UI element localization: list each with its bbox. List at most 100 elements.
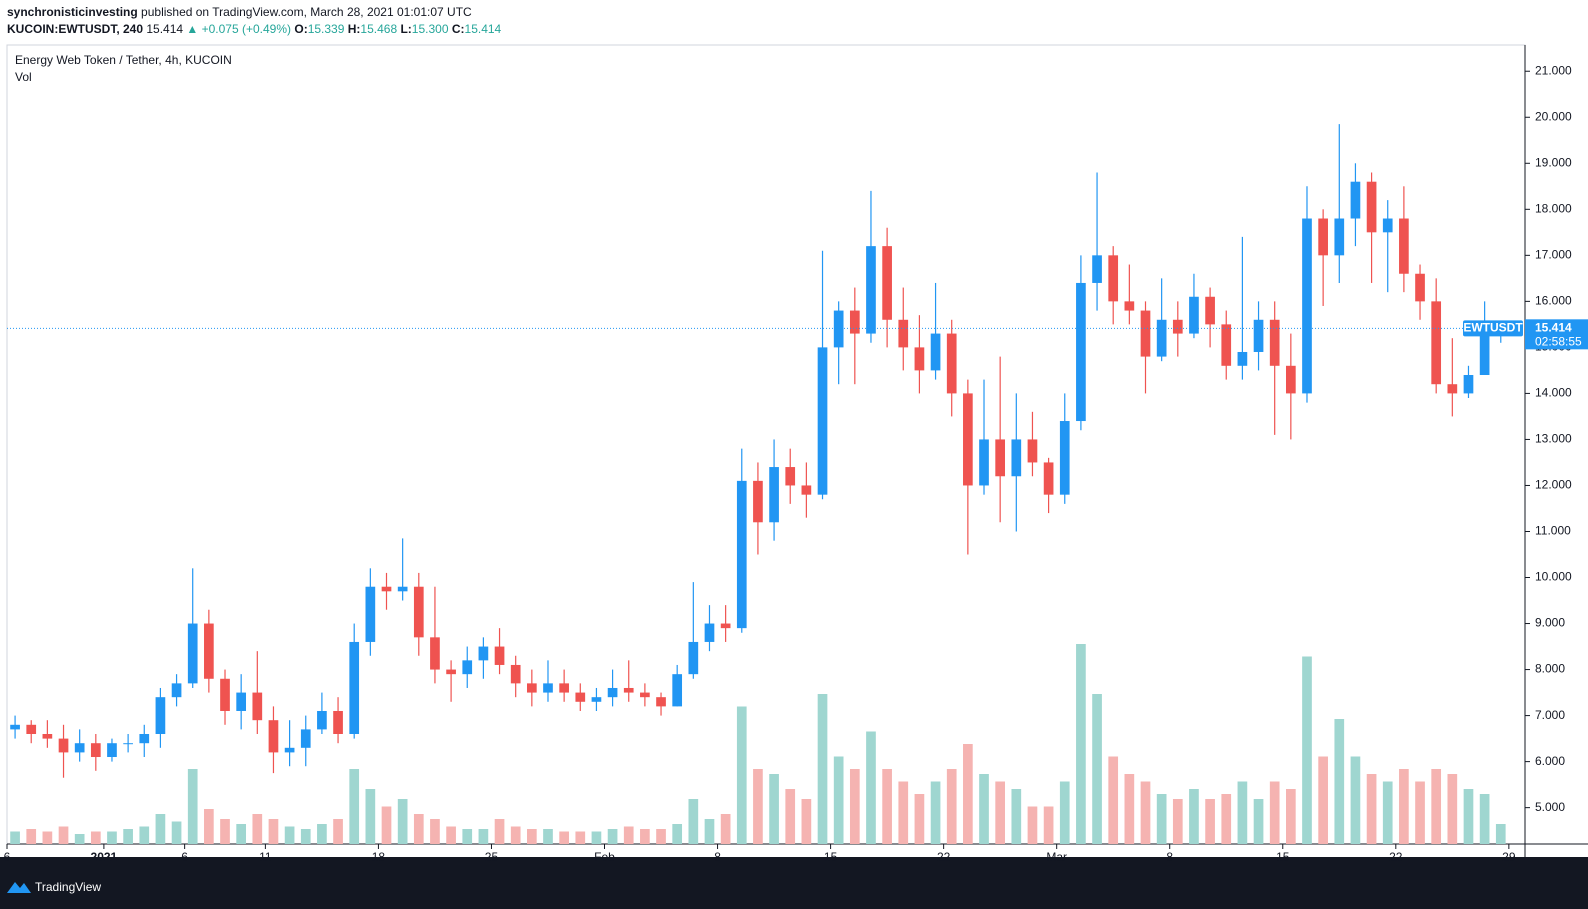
candle-body	[849, 310, 860, 334]
header-line: synchronisticinvesting published on Trad…	[7, 5, 472, 19]
volume-bar	[381, 806, 392, 844]
candle-body	[90, 743, 101, 758]
volume-bar	[74, 834, 85, 844]
candle-body	[1318, 218, 1328, 256]
candle-body	[1205, 296, 1215, 325]
volume-bar	[268, 819, 279, 844]
volume-bar	[1108, 756, 1119, 844]
volume-bar	[252, 814, 263, 844]
candle-body	[607, 687, 618, 698]
y-tick-label: 16.000	[1535, 294, 1572, 308]
ohlc-label: C:	[452, 22, 465, 36]
volume-bar	[10, 831, 20, 844]
volume-pane	[10, 644, 1506, 844]
volume-bar	[1140, 781, 1151, 844]
volume-bar	[543, 829, 553, 844]
x-tick-label: 2021	[91, 850, 118, 864]
ohlc-value: 15.468	[360, 22, 397, 36]
x-tick-label: 15	[1276, 850, 1290, 864]
candle-body	[1043, 462, 1054, 495]
candle-body	[430, 637, 440, 670]
volume-bar	[236, 824, 247, 844]
volume-bar	[478, 829, 489, 844]
volume-bar	[1043, 806, 1054, 844]
volume-bar	[1253, 799, 1264, 844]
volume-bar	[349, 769, 360, 844]
candle-body	[688, 641, 699, 675]
volume-bar	[607, 829, 618, 844]
ohlc-value: 15.300	[412, 22, 449, 36]
candle-body	[107, 743, 117, 758]
candle-body	[268, 720, 279, 753]
volume-bar	[833, 756, 844, 844]
y-tick-label: 13.000	[1535, 432, 1572, 446]
volume-bar	[333, 819, 343, 844]
candle-body	[300, 729, 311, 748]
candle-body	[1269, 319, 1280, 366]
volume-bar	[656, 829, 666, 844]
volume-bar	[1431, 769, 1442, 844]
volume-bar	[1285, 789, 1296, 844]
candle-body	[769, 467, 779, 523]
volume-bar	[413, 814, 424, 844]
volume-bar	[430, 819, 440, 844]
candle-body	[139, 733, 150, 744]
candle-body	[220, 678, 230, 711]
candle-body	[1302, 218, 1312, 394]
candle-body	[1140, 310, 1151, 357]
candle-body	[591, 697, 602, 702]
candle-body	[462, 660, 473, 675]
volume-bar	[1156, 794, 1167, 844]
candle-body	[1156, 319, 1167, 357]
x-tick-label: 22	[1389, 850, 1403, 864]
candle-body	[1415, 273, 1425, 302]
x-tick-label: 6	[4, 850, 11, 864]
volume-bar	[317, 824, 327, 844]
volume-bar	[1399, 769, 1409, 844]
candle-body	[963, 393, 973, 486]
volume-bar	[1479, 794, 1490, 844]
candle-body	[930, 333, 941, 371]
candle-body	[446, 669, 456, 675]
volume-bar	[1092, 694, 1102, 844]
candle-body	[494, 646, 505, 665]
volume-bar	[171, 821, 182, 844]
volume-bar	[785, 789, 796, 844]
candle-body	[623, 687, 634, 693]
volume-bar	[1124, 774, 1135, 844]
volume-bar	[1495, 824, 1506, 844]
volume-bar	[187, 769, 198, 844]
candle-body	[413, 586, 424, 638]
plot-area	[6, 44, 1526, 845]
ohlc-value: 15.414	[465, 22, 502, 36]
candle-body	[123, 743, 133, 745]
candle-body	[995, 439, 1006, 477]
candle-body	[1479, 333, 1490, 376]
volume-bar	[1237, 781, 1248, 844]
candle-body	[914, 347, 925, 371]
volume-bar	[769, 774, 779, 844]
volume-bar	[623, 826, 634, 844]
volume-bar	[526, 829, 537, 844]
volume-bar	[1221, 794, 1232, 844]
candle-body	[1382, 218, 1393, 233]
volume-bar	[155, 814, 166, 844]
volume-bar	[26, 829, 37, 844]
candle-body	[26, 724, 37, 734]
volume-bar	[963, 744, 973, 844]
volume-bar	[672, 824, 683, 844]
volume-bar	[640, 829, 650, 844]
x-tick-label: 8	[1166, 850, 1173, 864]
volume-bar	[720, 814, 731, 844]
x-tick-label: 29	[1502, 850, 1516, 864]
ohlc-value: 15.339	[308, 22, 345, 36]
volume-label: Vol	[15, 70, 32, 84]
candle-body	[1172, 319, 1183, 334]
y-tick-label: 19.000	[1535, 155, 1572, 169]
volume-bar	[946, 769, 957, 844]
chart-title: Energy Web Token / Tether, 4h, KUCOIN	[15, 53, 232, 67]
volume-bar	[90, 831, 101, 844]
volume-bar	[704, 819, 715, 844]
y-tick-label: 8.000	[1535, 662, 1565, 676]
volume-bar	[914, 794, 925, 844]
